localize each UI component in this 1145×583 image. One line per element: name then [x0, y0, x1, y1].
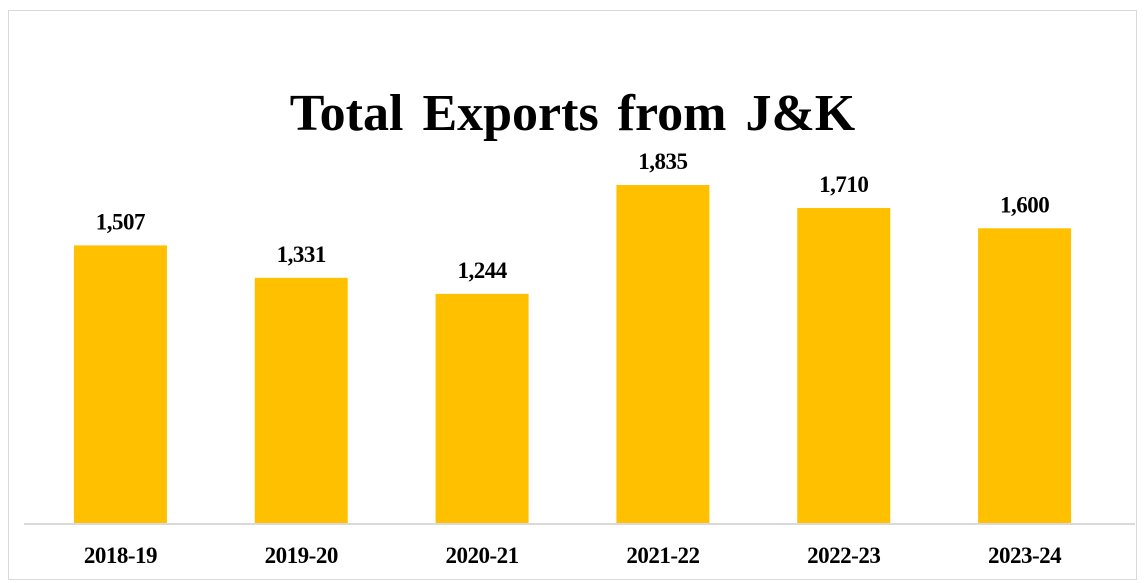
data-label-2020-21: 1,244	[457, 258, 507, 283]
data-label-2019-20: 1,331	[277, 242, 326, 267]
bar-2023-24	[978, 228, 1072, 523]
bar-2022-23	[797, 208, 891, 523]
x-tick-label-2021-22: 2021-22	[626, 543, 699, 568]
data-label-2018-19: 1,507	[96, 209, 145, 234]
data-label-2022-23: 1,710	[819, 172, 868, 197]
x-tick-label-2018-19: 2018-19	[84, 543, 157, 568]
x-tick-label-2022-23: 2022-23	[807, 543, 880, 568]
bar-2018-19	[73, 245, 167, 523]
bar-2020-21	[435, 293, 529, 523]
bars-group	[73, 185, 1072, 523]
chart-title: Total Exports from J&K	[289, 85, 856, 142]
x-tick-label-2020-21: 2020-21	[445, 543, 518, 568]
x-tick-label-2023-24: 2023-24	[988, 543, 1062, 568]
x-tick-labels: 2018-19 2019-20 2020-21 2021-22 2022-23 2023-…	[84, 543, 1063, 568]
data-label-2023-24: 1,600	[1000, 192, 1049, 217]
bar-2021-22	[616, 185, 710, 523]
bar-2019-20	[254, 277, 348, 523]
x-tick-label-2019-20: 2019-20	[265, 543, 338, 568]
chart-frame	[8, 10, 1137, 580]
data-label-2021-22: 1,835	[638, 149, 687, 174]
data-labels: 1,507 1,331 1,244 1,835 1,710 1,600	[96, 149, 1050, 283]
